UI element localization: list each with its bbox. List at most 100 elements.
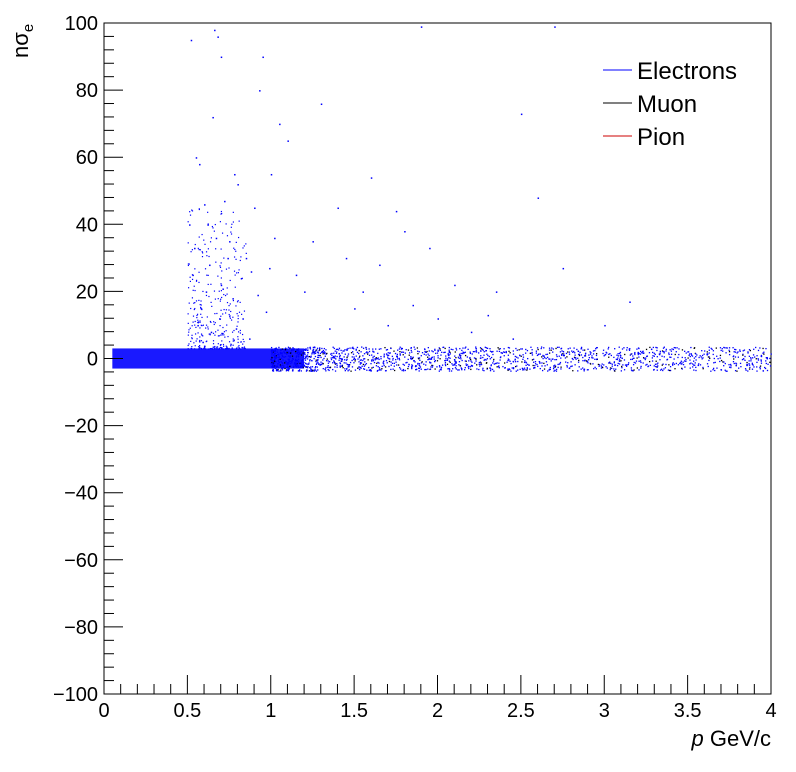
band-point: [574, 364, 576, 366]
band-point: [680, 360, 683, 362]
band-point: [328, 361, 331, 363]
band-point: [471, 365, 473, 367]
band-point: [363, 353, 366, 355]
band-point: [437, 355, 439, 357]
band-point: [346, 368, 348, 370]
electron-point: [195, 279, 198, 281]
electron-point: [198, 208, 200, 211]
electron-point: [200, 340, 203, 342]
band-point: [507, 368, 509, 371]
band-point: [390, 368, 392, 371]
band-point: [366, 369, 368, 371]
band-point: [277, 363, 279, 365]
band-point: [508, 368, 510, 370]
band-point: [548, 369, 550, 371]
band-point: [335, 352, 338, 355]
electron-point: [210, 321, 212, 323]
band-point: [272, 368, 274, 371]
electron-point: [245, 243, 247, 245]
band-point: [358, 368, 361, 371]
band-point: [393, 350, 395, 352]
band-point: [741, 358, 744, 361]
band-point: [623, 347, 625, 349]
band-point: [305, 366, 307, 368]
band-point: [531, 349, 533, 351]
band-point: [592, 353, 595, 355]
band-point: [421, 361, 423, 363]
band-point: [452, 364, 454, 366]
band-point: [451, 363, 453, 365]
electron-point: [215, 248, 217, 250]
band-point: [309, 348, 312, 350]
band-point: [527, 363, 529, 366]
band-point: [284, 360, 287, 362]
band-point: [338, 359, 340, 361]
band-point: [671, 363, 674, 365]
band-point: [279, 364, 282, 366]
band-point: [324, 355, 326, 357]
electron-point: [194, 348, 196, 350]
electron-point: [207, 211, 209, 213]
band-point: [617, 355, 620, 357]
band-point: [377, 361, 379, 364]
band-point: [567, 362, 569, 364]
band-point: [333, 356, 335, 358]
band-point: [712, 353, 714, 356]
electron-point: [216, 348, 218, 350]
electron-point: [229, 279, 231, 282]
band-point: [280, 349, 282, 351]
band-point: [674, 347, 677, 349]
band-point: [522, 356, 525, 358]
band-point: [311, 353, 313, 355]
band-point: [563, 353, 565, 355]
band-point: [639, 353, 642, 355]
band-point: [555, 354, 558, 356]
band-point: [607, 346, 610, 349]
electron-point: [249, 338, 251, 340]
band-point: [528, 364, 530, 366]
electron-point: [235, 328, 238, 330]
band-point: [598, 365, 600, 367]
band-point: [617, 357, 619, 359]
x-tick-label: 3: [599, 700, 610, 722]
band-point: [663, 350, 665, 353]
band-point: [428, 358, 430, 360]
band-point: [735, 348, 737, 351]
band-point: [476, 364, 478, 366]
band-point: [616, 354, 618, 356]
band-point: [340, 365, 342, 367]
band-point: [462, 352, 464, 355]
electron-point: [237, 346, 239, 348]
electron-point: [223, 334, 225, 336]
y-axis-title: nσe: [8, 24, 37, 58]
band-point: [577, 357, 579, 359]
electron-point: [404, 231, 406, 233]
electron-point: [214, 223, 216, 226]
electron-point: [230, 231, 232, 233]
band-point: [287, 358, 289, 360]
band-point: [584, 355, 587, 357]
electron-point: [221, 232, 224, 234]
band-point: [632, 357, 634, 360]
band-point: [275, 365, 278, 368]
band-point: [479, 357, 482, 359]
band-point: [455, 368, 458, 370]
band-point: [764, 367, 767, 370]
band-point: [272, 354, 275, 356]
band-point: [436, 360, 439, 362]
band-point: [277, 360, 280, 362]
band-point: [379, 368, 381, 370]
band-point: [514, 355, 516, 358]
band-point: [323, 347, 326, 350]
electron-point: [198, 281, 200, 284]
band-point: [332, 355, 335, 358]
electron-point: [220, 290, 223, 292]
band-point: [353, 362, 355, 364]
band-point: [274, 355, 276, 358]
electron-point: [262, 56, 264, 59]
band-point: [584, 353, 587, 355]
band-point: [470, 364, 473, 367]
band-point: [428, 354, 430, 357]
electron-point: [187, 221, 189, 223]
electron-point: [220, 284, 223, 287]
